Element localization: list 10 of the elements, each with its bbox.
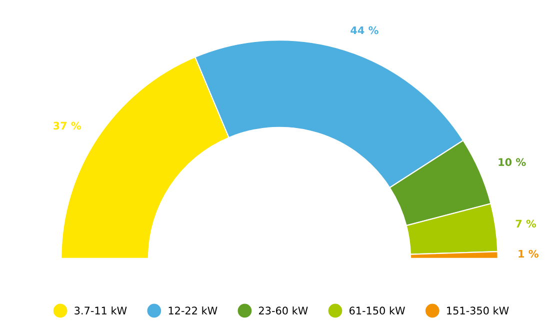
data-label: 1 % xyxy=(518,250,538,258)
legend-label: 61-150 kW xyxy=(350,306,405,315)
legend-label: 23-60 kW xyxy=(259,306,308,315)
legend-label: 12-22 kW xyxy=(168,306,218,314)
data-label: 37 % xyxy=(53,122,82,130)
legend-label: 3.7-11 kW xyxy=(74,306,127,315)
legend-label: 151-350 kW xyxy=(447,306,509,315)
data-label: 10 % xyxy=(498,158,526,166)
data-label: 44 % xyxy=(350,26,378,34)
data-label: 7 % xyxy=(516,220,536,228)
